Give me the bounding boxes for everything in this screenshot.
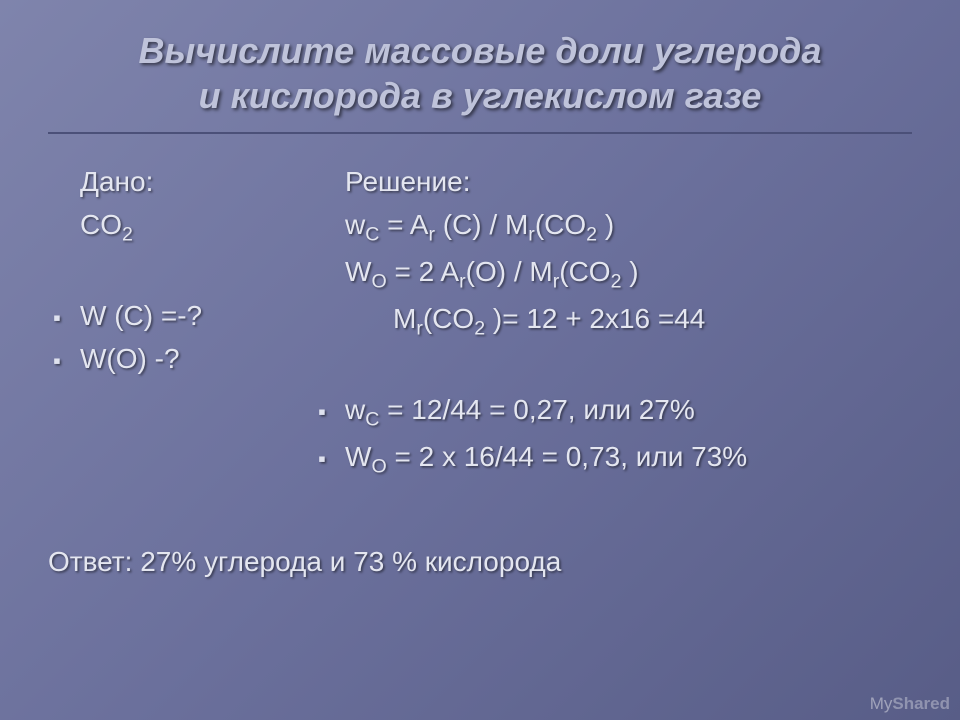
bullet-icon: ▪ [48,301,66,335]
given-formula: ▪ CO2 [48,203,313,250]
content-columns: ▪ Дано: ▪ CO2 ▪ ▪ W (C) =-? ▪ W(O) -? ▪ [48,160,912,482]
question-1: ▪ W (C) =-? [48,294,313,337]
given-label: ▪ Дано: [48,160,313,203]
spacer: ▪ [313,344,912,387]
formula-sub: 2 [122,224,133,246]
answer-line: Ответ: 27% углерода и 73 % кислорода [48,546,912,578]
eq2-text: WO = 2 Ar(O) / Mr(CO2 ) [345,250,639,297]
watermark-my: My [870,694,893,713]
res1-text: wC = 12/44 = 0,27, или 27% [345,388,695,435]
formula-base: CO [80,209,122,240]
right-column: ▪ Решение: ▪ wC = Ar (C) / Mr(CO2 ) ▪ WO… [313,160,912,482]
spacer: ▪ [48,250,313,293]
res2-text: WO = 2 x 16/44 = 0,73, или 73% [345,435,747,482]
bullet-icon: ▪ [313,442,331,476]
equation-2: ▪ WO = 2 Ar(O) / Mr(CO2 ) [313,250,912,297]
title-line-1: Вычислите массовые доли углерода [139,30,822,71]
question-2: ▪ W(O) -? [48,337,313,380]
given-text: Дано: [80,160,153,203]
title-line-2: и кислорода в углекислом газе [199,75,762,116]
bullet-icon: ▪ [313,395,331,429]
solution-label: ▪ Решение: [313,160,912,203]
slide: Вычислите массовые доли углерода и кисло… [0,0,960,720]
result-1: ▪ wC = 12/44 = 0,27, или 27% [313,388,912,435]
eq3-text: Mr(CO2 )= 12 + 2x16 =44 [393,297,705,344]
result-2: ▪ WO = 2 x 16/44 = 0,73, или 73% [313,435,912,482]
solution-text: Решение: [345,160,471,203]
equation-3: ▪ Mr(CO2 )= 12 + 2x16 =44 [313,297,912,344]
watermark: MyShared [870,694,950,714]
answer-text: Ответ: 27% углерода и 73 % кислорода [48,546,561,577]
slide-title: Вычислите массовые доли углерода и кисло… [48,28,912,134]
formula-text: CO2 [80,203,133,250]
eq1-text: wC = Ar (C) / Mr(CO2 ) [345,203,614,250]
q2-text: W(O) -? [80,337,180,380]
bullet-icon: ▪ [48,344,66,378]
q1-text: W (C) =-? [80,294,202,337]
watermark-shared: Shared [892,694,950,713]
equation-1: ▪ wC = Ar (C) / Mr(CO2 ) [313,203,912,250]
left-column: ▪ Дано: ▪ CO2 ▪ ▪ W (C) =-? ▪ W(O) -? [48,160,313,482]
